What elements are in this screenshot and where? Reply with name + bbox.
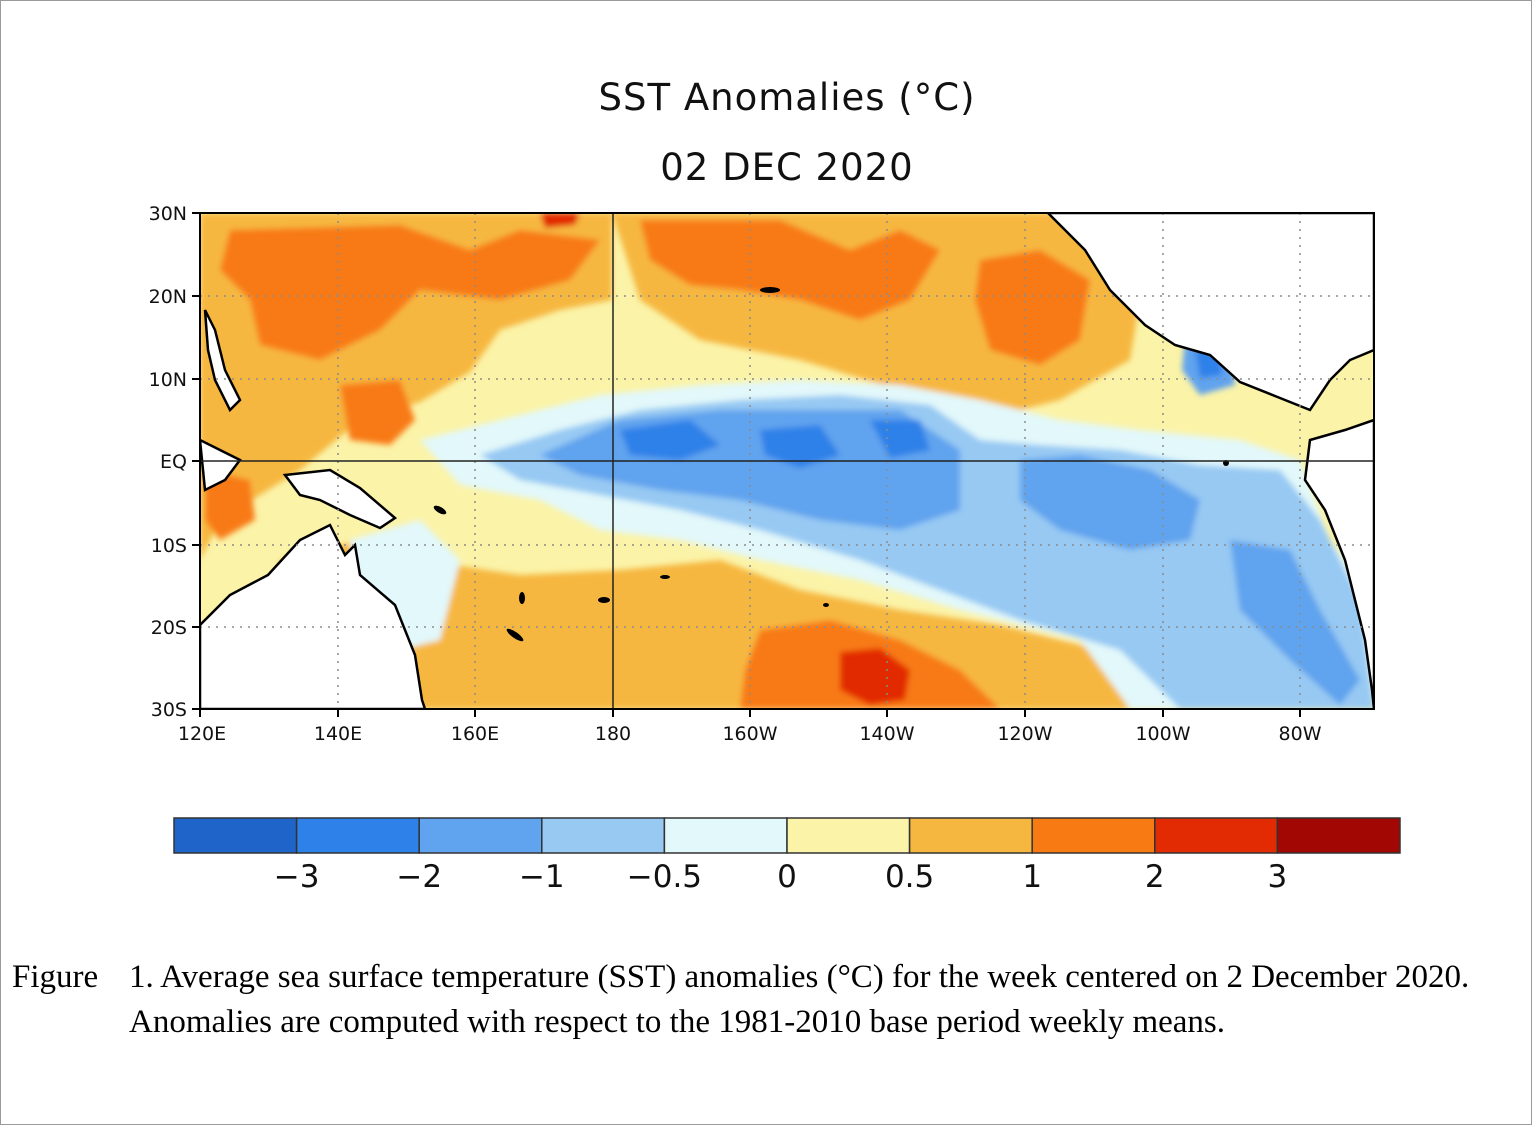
island-hawaii — [760, 287, 780, 293]
caption-label: Figure — [12, 959, 99, 995]
anomaly-region-neg2-neg3-a — [620, 420, 720, 460]
colorbar-label: −2 — [396, 859, 442, 895]
colorbar-segment — [1154, 817, 1279, 854]
islands — [433, 287, 1229, 642]
land-south-america — [1303, 418, 1374, 709]
lat-label-20s: 20S — [151, 617, 187, 639]
lat-label-20n: 20N — [149, 286, 187, 308]
land-australia — [200, 523, 427, 709]
anomaly-region-neg2-neg3-b — [760, 425, 840, 468]
lon-label-120w: 120W — [997, 723, 1052, 745]
land-philippines — [203, 309, 242, 413]
anomaly-region-1-2-sw — [205, 470, 255, 540]
anomaly-region-1-2-west-tropics — [340, 380, 415, 445]
colorbar-label: −0.5 — [627, 859, 702, 895]
land-borneo-sulawesi — [200, 438, 242, 492]
colorbar-segment — [908, 817, 1033, 854]
colorbar-label: 3 — [1268, 859, 1288, 895]
anomaly-region-2-3-north — [540, 213, 580, 228]
lon-label-160e: 160E — [451, 723, 499, 745]
colorbar-label: −3 — [274, 859, 320, 895]
land-north-america — [1046, 213, 1374, 412]
colorbar-segment — [1276, 817, 1401, 854]
reference-lines — [200, 213, 1374, 709]
latitude-labels: 30N 20N 10N EQ 10S 20S 30S — [149, 203, 187, 721]
lon-label-120e: 120E — [178, 723, 226, 745]
map-title: SST Anomalies (°C) — [598, 76, 976, 119]
colorbar-segment — [541, 817, 666, 854]
longitude-labels: 120E 140E 160E 180 160W 140W 120W 100W 8… — [178, 723, 1322, 745]
island-new-caledonia — [506, 628, 524, 642]
colorbar-label: 0 — [777, 859, 797, 895]
anomaly-region-neg2-neg3-c — [870, 420, 930, 458]
anomaly-region-neg1-neg2-southeast — [1230, 540, 1360, 705]
lat-label-eq: EQ — [160, 451, 187, 473]
lon-label-160w: 160W — [722, 723, 777, 745]
lon-label-140e: 140E — [314, 723, 362, 745]
island-fiji — [598, 597, 610, 603]
colorbar-segment — [295, 817, 420, 854]
sst-anomaly-map: 30N 20N 10N EQ 10S 20S 30S 120E 140E 160… — [149, 203, 1401, 895]
colorbar: −3 −2 −1 −0.5 0 0.5 1 2 3 — [173, 817, 1401, 895]
colorbar-label: 1 — [1022, 859, 1042, 895]
island-solomons — [433, 505, 447, 515]
lat-label-10s: 10S — [151, 535, 187, 557]
lon-label-180: 180 — [595, 723, 631, 745]
colorbar-segment — [173, 817, 298, 854]
colorbar-segment — [663, 817, 788, 854]
anomaly-region-neg1-neg2-east — [1020, 455, 1200, 550]
colorbar-label: 0.5 — [885, 859, 934, 895]
island-tahiti — [823, 603, 829, 607]
lat-label-30s: 30S — [151, 699, 187, 721]
colorbar-segment — [418, 817, 543, 854]
colorbar-segment — [786, 817, 911, 854]
land — [200, 213, 1374, 709]
land-new-guinea — [282, 468, 398, 530]
island-samoa — [660, 575, 670, 579]
anomaly-region-2-3-south — [840, 648, 910, 705]
lon-label-140w: 140W — [859, 723, 914, 745]
lat-label-10n: 10N — [149, 369, 187, 391]
anomaly-region-1-2-ne — [975, 250, 1090, 365]
lon-label-100w: 100W — [1135, 723, 1190, 745]
axis-ticks — [192, 212, 1301, 717]
colorbar-segment — [1031, 817, 1156, 854]
lon-label-80w: 80W — [1279, 723, 1322, 745]
anomaly-region-1-2-nw — [220, 225, 600, 360]
lat-label-30n: 30N — [149, 203, 187, 225]
anomaly-region-1-2-north-central — [640, 220, 940, 320]
map-date: 02 DEC 2020 — [660, 146, 914, 189]
caption-text: 1. Average sea surface temperature (SST)… — [129, 959, 1470, 1040]
colorbar-label: −1 — [519, 859, 565, 895]
island-vanuatu — [519, 592, 525, 604]
colorbar-label: 2 — [1145, 859, 1165, 895]
